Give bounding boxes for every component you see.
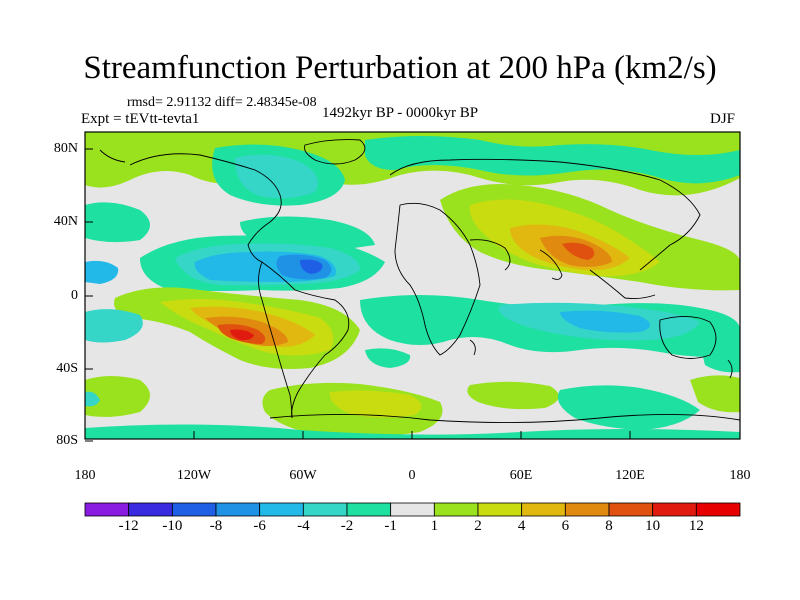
colorbar-label: -10 <box>162 518 183 534</box>
colorbar-swatch <box>695 502 741 517</box>
experiment-label: Expt = tEVtt-tevta1 <box>81 111 200 127</box>
colorbar-swatch <box>390 502 435 517</box>
coastlines <box>99 139 740 424</box>
colorbar-label: 2 <box>474 518 482 534</box>
contour-region <box>85 391 100 407</box>
colorbar-label: -8 <box>209 518 223 534</box>
colorbar-swatch <box>477 502 523 517</box>
lat-label-80s: 80S <box>56 433 78 448</box>
colorbar-label: -6 <box>253 518 266 534</box>
contour-region <box>85 424 740 439</box>
contour-region <box>230 329 254 341</box>
colorbar-swatch <box>652 502 697 517</box>
contour-region <box>85 202 150 243</box>
coastline <box>589 269 656 300</box>
period-label: 1492kyr BP - 0000kyr BP <box>322 105 479 121</box>
colorbar-label: -2 <box>340 518 354 534</box>
lon-label-180w: 180 <box>74 468 96 483</box>
lon-label-60w: 60W <box>289 468 317 483</box>
lon-label-120e: 120E <box>615 468 645 483</box>
stats-line: rmsd= 2.91132 diff= 2.48345e-08 <box>127 95 317 110</box>
contour-region <box>467 381 559 410</box>
lon-label-120w: 120W <box>176 468 212 483</box>
colorbar-swatch <box>608 502 654 517</box>
contour-region <box>365 348 411 368</box>
colorbar-label: 6 <box>561 518 570 534</box>
colorbar-swatch <box>302 502 348 517</box>
contour-region <box>562 242 595 260</box>
colorbar-swatch <box>346 502 392 517</box>
coastline <box>394 202 481 356</box>
contour-fields <box>85 132 740 439</box>
contour-region <box>85 376 150 417</box>
contour-region <box>560 310 650 333</box>
lat-label-0: 0 <box>71 288 78 303</box>
coastline <box>469 239 511 271</box>
coastline <box>389 158 701 271</box>
coastline <box>469 339 476 356</box>
colorbar-swatch <box>433 502 479 517</box>
colorbar-label: -1 <box>384 518 397 534</box>
map-title: Streamfunction Perturbation at 200 hPa (… <box>83 50 717 86</box>
contour-region <box>365 136 740 184</box>
coastline <box>258 261 293 419</box>
season-label: DJF <box>710 111 736 127</box>
lat-label-80n: 80N <box>53 141 78 156</box>
contour-region <box>700 342 740 373</box>
colorbar-swatch <box>128 502 173 517</box>
lat-label-40n: 40N <box>53 214 78 229</box>
colorbar-label: 8 <box>605 518 613 534</box>
contour-region <box>235 154 318 199</box>
contour-region <box>690 375 740 413</box>
lon-label-0: 0 <box>408 468 416 483</box>
colorbar-swatch <box>84 502 130 517</box>
lon-label-60e: 60E <box>509 468 533 483</box>
colorbar-label: 10 <box>645 518 661 534</box>
contour-region <box>300 259 323 274</box>
coastline <box>727 359 733 379</box>
lat-label-40s: 40S <box>56 361 78 376</box>
coastline <box>304 139 366 165</box>
colorbar-label: -4 <box>297 518 310 534</box>
colorbar-swatch <box>564 502 610 517</box>
colorbar-swatch <box>171 502 217 517</box>
colorbar-swatch <box>521 502 566 517</box>
colorbar-label: 4 <box>517 518 526 534</box>
contour-region <box>85 260 119 284</box>
coastline <box>269 413 740 424</box>
coastline <box>99 149 126 163</box>
coastline <box>539 249 563 280</box>
coastline <box>659 316 717 359</box>
colorbar-label: 1 <box>430 518 439 534</box>
coastline <box>261 261 350 419</box>
contour-region <box>329 390 422 418</box>
colorbar <box>84 502 741 517</box>
colorbar-swatch <box>215 502 261 517</box>
contour-region <box>85 309 143 343</box>
axis-ticks <box>84 148 741 442</box>
coastline <box>129 153 282 263</box>
colorbar-label: -12 <box>118 518 139 534</box>
colorbar-swatch <box>259 502 304 517</box>
lon-label-180e: 180 <box>729 468 751 483</box>
colorbar-label: 12 <box>688 518 704 534</box>
